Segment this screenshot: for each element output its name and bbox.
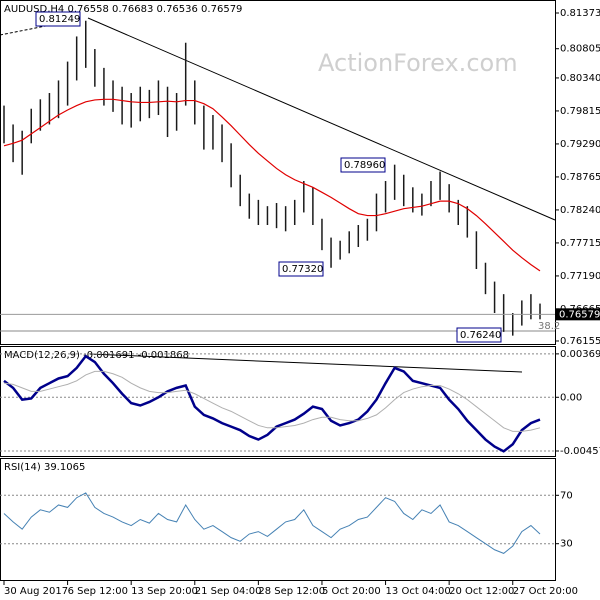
annotation: 0.81249 <box>39 14 80 25</box>
y-tick-label: 0.003694 <box>560 349 600 360</box>
y-tick-label: 0.78240 <box>560 205 600 216</box>
annotation-box <box>340 157 386 173</box>
y-tick-label: 0.80805 <box>560 44 600 55</box>
x-tick-label: 30 Aug 2017 <box>4 586 68 597</box>
annotation-box <box>35 11 81 27</box>
y-tick-label: -0.004574 <box>560 446 600 457</box>
annotation: 0.78960 <box>344 160 385 171</box>
annotation-box <box>456 327 502 343</box>
x-tick-label: 20 Oct 12:00 <box>449 586 514 597</box>
y-tick-label: 0.77715 <box>560 238 600 249</box>
x-tick-label: 28 Sep 12:00 <box>258 586 325 597</box>
y-tick-label: 0.79290 <box>560 139 600 150</box>
macd-title: MACD(12,26,9) -0.001691 -0.001868 <box>4 350 189 361</box>
y-tick-label: 0.77190 <box>560 271 600 282</box>
moving-average <box>3 98 541 272</box>
y-tick-label: 0.79815 <box>560 106 600 117</box>
x-tick-label: 13 Oct 04:00 <box>386 586 451 597</box>
last-price-label: 0.76579 <box>559 309 600 320</box>
annotation: 0.77320 <box>282 264 323 275</box>
price-title: AUDUSD,H4 0.76558 0.76683 0.76536 0.7657… <box>4 4 242 15</box>
watermark: ActionForex.com <box>318 49 518 77</box>
y-tick-label: 70 <box>560 490 573 501</box>
rsi-title: RSI(14) 39.1065 <box>4 462 85 473</box>
trend-line <box>89 353 523 373</box>
macd-panel <box>0 346 556 457</box>
indicator-line <box>3 354 541 453</box>
indicator-line <box>3 492 541 554</box>
indicator-line <box>3 370 541 432</box>
rsi-panel <box>0 458 556 581</box>
x-tick-label: 21 Sep 04:00 <box>195 586 262 597</box>
y-tick-label: 0.81373 <box>560 8 600 19</box>
x-tick-label: 13 Sep 20:00 <box>131 586 198 597</box>
annotation: 0.76240 <box>460 330 501 341</box>
trend-line <box>87 17 556 221</box>
y-tick-label: 0.00 <box>560 392 582 403</box>
last-price-box <box>556 308 600 321</box>
x-tick-label: 5 Oct 20:00 <box>322 586 381 597</box>
y-tick-label: 0.78765 <box>560 172 600 183</box>
x-tick-label: 6 Sep 12:00 <box>68 586 128 597</box>
x-tick-label: 27 Oct 20:00 <box>513 586 578 597</box>
annotation-box <box>278 261 324 277</box>
y-tick-label: 0.80340 <box>560 73 600 84</box>
price-panel <box>0 0 556 345</box>
y-tick-label: 30 <box>560 539 573 550</box>
fib-label: 38.2 <box>538 321 560 332</box>
y-tick-label: 0.76155 <box>560 336 600 347</box>
